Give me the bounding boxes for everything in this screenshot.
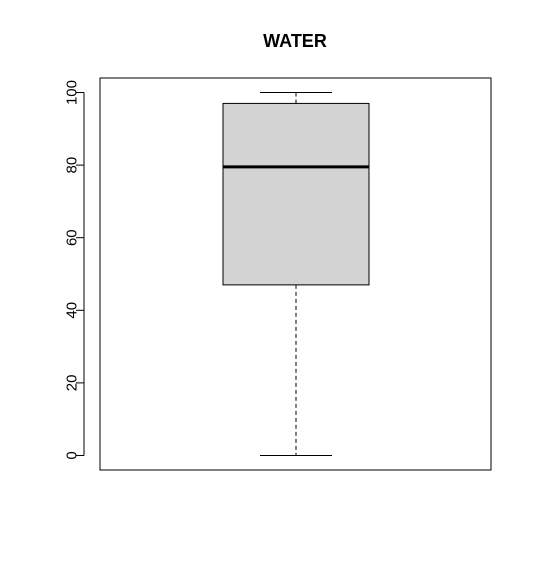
y-tick-label: 80 — [63, 157, 80, 174]
y-axis-ticks: 0 20 40 60 80 100 — [63, 80, 84, 460]
y-tick-label: 0 — [63, 451, 80, 459]
interquartile-box — [222, 102, 370, 286]
plot-frame — [99, 77, 492, 471]
y-tick-label: 20 — [63, 375, 80, 392]
box-series — [222, 92, 370, 456]
y-tick-label: 100 — [63, 80, 80, 105]
chart-title: WATER — [263, 31, 327, 51]
y-tick-label: 40 — [63, 302, 80, 319]
y-tick-label: 60 — [63, 229, 80, 246]
